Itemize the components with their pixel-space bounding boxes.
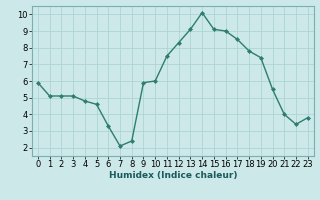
- X-axis label: Humidex (Indice chaleur): Humidex (Indice chaleur): [108, 171, 237, 180]
